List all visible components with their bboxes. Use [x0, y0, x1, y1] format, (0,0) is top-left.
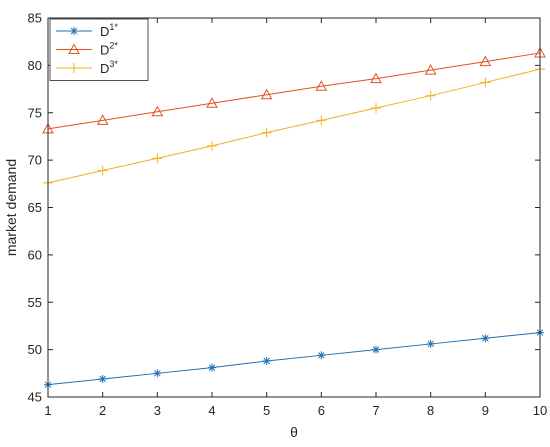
y-tick-label: 70 [28, 153, 42, 168]
x-tick-label: 10 [533, 403, 547, 418]
x-tick-label: 4 [208, 403, 215, 418]
data-point [96, 114, 109, 125]
x-axis-label: θ [290, 424, 298, 440]
data-point [206, 97, 218, 108]
y-tick-label: 75 [28, 105, 42, 120]
y-tick-label: 85 [28, 11, 42, 26]
data-point [480, 77, 491, 88]
data-point [425, 90, 436, 101]
legend-marker [68, 43, 80, 54]
x-tick-label: 8 [427, 403, 434, 418]
legend-item: D1* [56, 22, 118, 39]
x-tick-label: 5 [263, 403, 270, 418]
legend: D1*D2*D3* [49, 18, 149, 81]
data-point [262, 356, 271, 365]
y-tick-label: 45 [28, 390, 42, 405]
data-point [151, 105, 164, 117]
y-tick-label: 80 [28, 58, 42, 73]
x-tick-label: 6 [318, 403, 325, 418]
x-tick-label: 7 [372, 403, 379, 418]
x-tick-label: 3 [154, 403, 161, 418]
data-point [152, 153, 163, 164]
legend-label: D1* [100, 22, 118, 39]
data-point [208, 363, 216, 372]
y-tick-label: 50 [28, 342, 42, 357]
data-point [207, 140, 217, 151]
legend-name: D [100, 43, 109, 58]
data-point [315, 80, 328, 91]
legend-name: D [100, 61, 109, 76]
data-point [97, 165, 108, 176]
x-tick-label: 9 [482, 403, 489, 418]
y-tick-label: 60 [28, 247, 42, 262]
legend-superscript: 2* [109, 41, 118, 51]
data-point [481, 334, 490, 343]
data-point [153, 369, 162, 378]
series-3 [43, 64, 545, 188]
series-line [47, 332, 541, 386]
data-point [261, 127, 272, 138]
series-layer [42, 47, 546, 389]
series-line [47, 52, 541, 130]
y-tick-label: 55 [28, 295, 42, 310]
data-point [426, 339, 435, 348]
x-tick-label: 2 [99, 403, 106, 418]
legend-marker [70, 27, 78, 35]
data-point [372, 345, 380, 354]
x-tick-label: 1 [44, 403, 51, 418]
legend-marker [69, 63, 79, 73]
data-point [317, 351, 326, 360]
series-1 [44, 328, 544, 389]
legend-name: D [100, 24, 109, 39]
legend-label: D2* [100, 41, 118, 58]
data-point [316, 115, 327, 126]
legend-item: D3* [56, 59, 118, 76]
legend-label: D3* [100, 59, 118, 76]
legend-superscript: 1* [109, 22, 118, 32]
data-point [371, 103, 381, 114]
legend-item: D2* [56, 41, 118, 58]
data-point [424, 64, 437, 75]
data-point [260, 88, 273, 100]
y-tick-label: 65 [28, 200, 42, 215]
data-point [98, 374, 107, 383]
data-point [370, 72, 382, 84]
y-axis-label: market demand [3, 159, 19, 256]
data-point [479, 55, 492, 67]
legend-superscript: 3* [109, 59, 118, 69]
x-axis: 1 2 3 4 5 6 7 8 9 10 [44, 18, 547, 418]
series-line [47, 68, 541, 184]
